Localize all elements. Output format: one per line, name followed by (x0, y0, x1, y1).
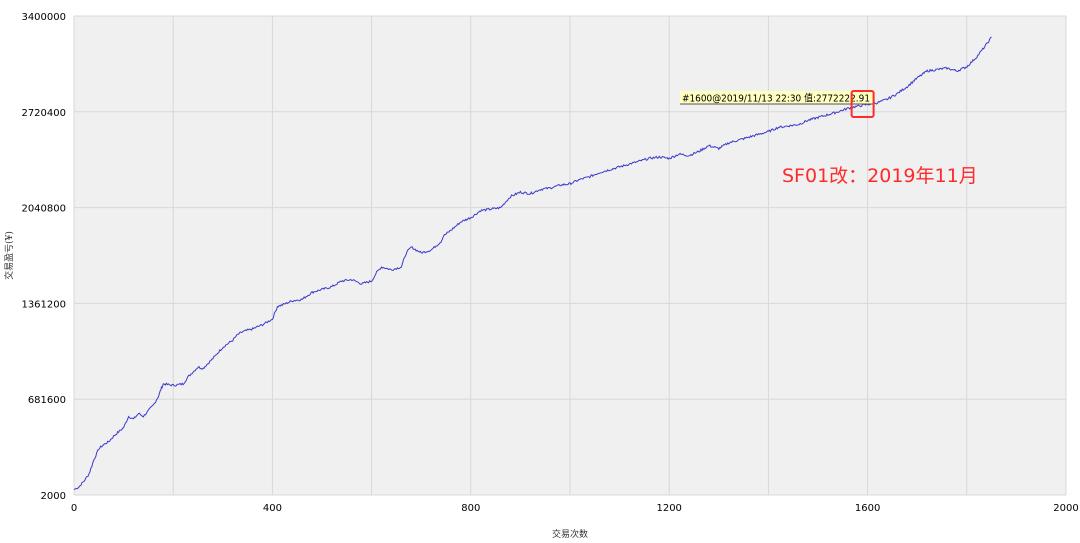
y-tick-label: 681600 (28, 395, 66, 406)
tooltip-box (680, 91, 873, 104)
y-tick-label: 2720400 (21, 108, 66, 119)
y-tick-label: 3400000 (21, 12, 66, 23)
x-tick-label: 1200 (656, 503, 681, 514)
data-point-tooltip: #1600@2019/11/13 22:30 值:2772222.91 (680, 90, 875, 118)
highlight-box (850, 90, 875, 118)
series-layer (73, 36, 992, 491)
y-axis-ticks: 2000 681600 1361200 2040800 2720400 3400000 (21, 12, 66, 502)
y-axis-label: 交易盈亏(¥) (3, 231, 15, 280)
annotation-text: SF01改：2019年11月 (782, 165, 978, 187)
series-line (73, 36, 992, 491)
x-axis-ticks: 0 400 800 1200 1600 2000 (71, 503, 1079, 514)
x-tick-label: 0 (71, 503, 77, 514)
x-tick-label: 1600 (855, 503, 880, 514)
y-tick-label: 1361200 (21, 299, 66, 310)
x-tick-label: 2000 (1053, 503, 1078, 514)
x-tick-label: 800 (461, 503, 480, 514)
tooltip-text: #1600@2019/11/13 22:30 值:2772222.91 (682, 92, 870, 105)
y-tick-label: 2000 (41, 491, 66, 502)
x-tick-label: 400 (263, 503, 282, 514)
x-axis-label: 交易次数 (552, 528, 588, 540)
y-tick-label: 2040800 (21, 204, 66, 215)
